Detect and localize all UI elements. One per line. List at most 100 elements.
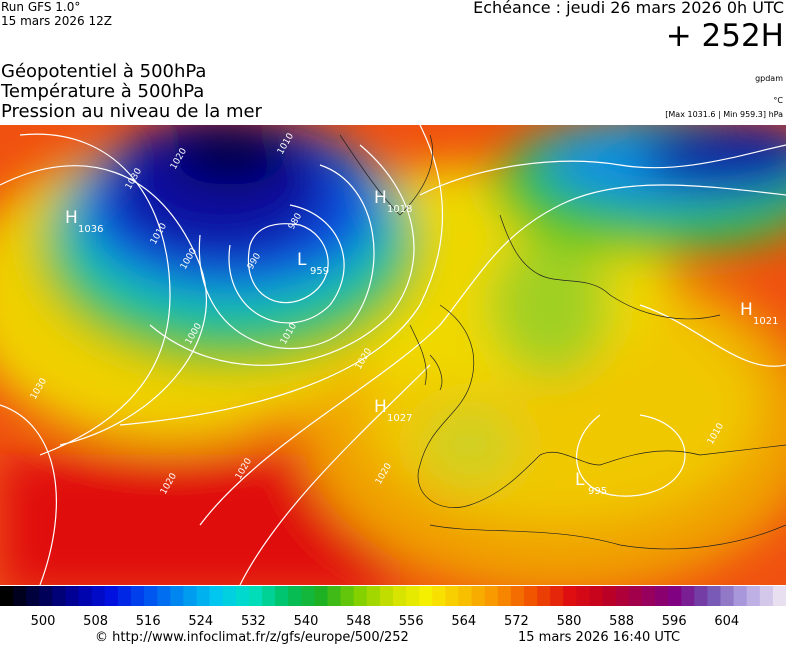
color-swatch — [288, 586, 302, 606]
colorbar: 500 508 516 524 532 540 548 556 564 572 580 588 596 6… — [0, 586, 786, 629]
colorbar-tick-label: 604 — [714, 614, 739, 629]
center-value: 1027 — [387, 413, 412, 424]
color-swatch — [497, 586, 512, 606]
color-swatch — [628, 586, 643, 606]
colorbar-tick-label: 596 — [662, 614, 687, 629]
color-swatch — [314, 586, 328, 606]
color-swatch — [222, 586, 237, 606]
color-swatch — [275, 586, 289, 606]
generated-time: 15 mars 2026 16:40 UTC — [518, 630, 681, 645]
run-label: Run GFS 1.0° — [1, 0, 81, 14]
color-swatch — [366, 586, 381, 606]
color-swatch — [327, 586, 342, 606]
color-swatch — [641, 586, 656, 606]
color-swatch — [681, 586, 695, 606]
color-swatch — [759, 586, 774, 606]
color-swatch — [196, 586, 211, 606]
color-swatch — [144, 586, 158, 606]
color-swatch — [183, 586, 197, 606]
colorbar-tick-label: 516 — [136, 614, 161, 629]
source-url: © http://www.infoclimat.fr/z/gfs/europe/… — [95, 630, 409, 645]
color-swatch — [78, 586, 93, 606]
center-value: 959 — [310, 266, 329, 277]
color-swatch — [379, 586, 394, 606]
colorbar-tick-label: 580 — [557, 614, 582, 629]
title-3: Pression au niveau de la mer — [1, 101, 262, 122]
color-swatch — [157, 586, 171, 606]
color-swatch — [52, 586, 66, 606]
color-swatch — [170, 586, 184, 606]
color-swatch — [65, 586, 80, 606]
color-swatch — [471, 586, 486, 606]
center-symbol: H — [740, 300, 753, 320]
color-swatch — [458, 586, 473, 606]
color-swatch — [537, 586, 551, 606]
color-swatch — [655, 586, 669, 606]
color-swatch — [484, 586, 499, 606]
colorbar-tick-label: 532 — [241, 614, 266, 629]
color-swatch — [432, 586, 446, 606]
colorbar-tick-label: 524 — [188, 614, 213, 629]
colorbar-tick-label: 556 — [399, 614, 424, 629]
color-swatch — [117, 586, 132, 606]
colorbar-tick-label: 500 — [31, 614, 56, 629]
color-swatch — [235, 586, 250, 606]
color-swatch — [510, 586, 525, 606]
color-swatch — [406, 586, 420, 606]
color-swatch — [301, 586, 315, 606]
color-swatch — [602, 586, 617, 606]
center-symbol: L — [297, 250, 307, 270]
isobars — [0, 125, 786, 585]
center-symbol: L — [575, 470, 585, 490]
color-swatch — [445, 586, 459, 606]
color-swatch — [262, 586, 276, 606]
color-swatch — [589, 586, 604, 606]
color-swatch — [746, 586, 761, 606]
center-value: 1021 — [753, 316, 778, 327]
color-swatch — [694, 586, 708, 606]
color-swatch — [576, 586, 590, 606]
colorbar-tick-label: 564 — [451, 614, 476, 629]
color-swatch — [615, 586, 630, 606]
color-swatch — [353, 586, 368, 606]
colorbar-tick-label: 508 — [83, 614, 108, 629]
title-1: Géopotentiel à 500hPa — [1, 61, 207, 82]
title-2: Température à 500hPa — [1, 81, 205, 102]
color-swatch — [563, 586, 577, 606]
center-symbol: H — [374, 188, 387, 208]
unit-gpdam: gpdam — [755, 74, 783, 83]
center-value: 995 — [588, 486, 607, 497]
center-value: 1018 — [387, 204, 412, 215]
center-value: 1036 — [78, 224, 103, 235]
color-swatch — [0, 586, 14, 606]
color-swatch — [668, 586, 682, 606]
coastlines — [339, 134, 786, 550]
color-swatch — [393, 586, 407, 606]
color-swatch — [26, 586, 40, 606]
color-swatch — [720, 586, 735, 606]
center-symbol: H — [65, 208, 78, 228]
center-symbol: H — [374, 397, 387, 417]
color-swatch — [419, 586, 433, 606]
run-date: 15 mars 2026 12Z — [1, 14, 112, 28]
unit-pressure: [Max 1031.6 | Min 959.3] hPa — [665, 110, 783, 119]
valid-time: Echéance : jeudi 26 mars 2026 0h UTC — [473, 0, 784, 17]
color-swatch — [104, 586, 119, 606]
color-swatch — [733, 586, 748, 606]
color-swatch — [340, 586, 355, 606]
color-swatch — [248, 586, 263, 606]
color-swatch — [209, 586, 224, 606]
color-swatch — [91, 586, 106, 606]
color-swatch — [772, 586, 786, 606]
color-swatch — [131, 586, 145, 606]
color-swatch — [13, 586, 27, 606]
colorbar-tick-label: 540 — [294, 614, 319, 629]
color-swatch — [524, 586, 538, 606]
lead-time: + 252H — [665, 18, 784, 54]
colorbar-tick-label: 548 — [346, 614, 371, 629]
colorbar-tick-label: 588 — [609, 614, 634, 629]
